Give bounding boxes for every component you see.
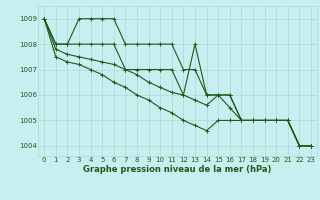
X-axis label: Graphe pression niveau de la mer (hPa): Graphe pression niveau de la mer (hPa) [84,165,272,174]
